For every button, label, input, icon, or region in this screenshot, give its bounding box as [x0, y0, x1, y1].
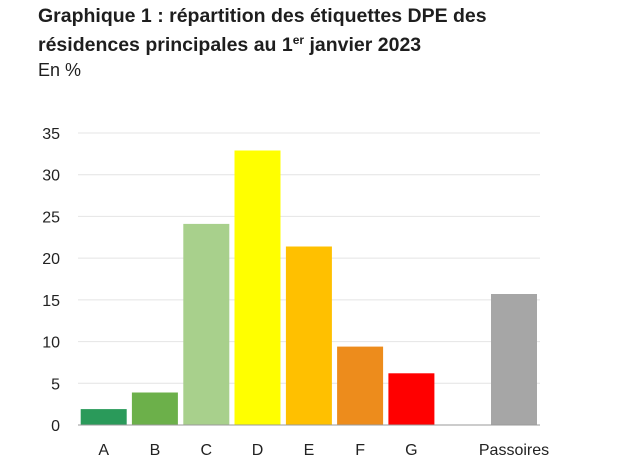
x-tick-label-d: D	[252, 442, 264, 459]
x-tick-label-b: B	[150, 442, 161, 459]
bar-a	[80, 409, 127, 425]
x-tick-label-c: C	[201, 442, 213, 459]
bar-f	[337, 346, 384, 425]
x-tick-label-f: F	[355, 442, 365, 459]
chart-title-line-1: Graphique 1 : répartition des étiquettes…	[38, 5, 487, 27]
chart-title-date: janvier 2023	[304, 34, 422, 56]
chart-title-superscript: er	[292, 33, 305, 47]
bar-b	[131, 392, 178, 425]
bar-g	[388, 373, 435, 425]
x-tick-label-g: G	[405, 442, 417, 459]
y-tick-label-20: 20	[42, 251, 60, 268]
chart-title: Graphique 1 : répartition des étiquettes…	[38, 2, 584, 60]
bar-e	[285, 246, 332, 425]
y-tick-label-35: 35	[42, 126, 60, 143]
bar-passoires	[491, 294, 537, 425]
y-axis-ticks: 0 5 10 15 20 25 30 35	[42, 126, 60, 435]
bars	[80, 150, 537, 425]
y-tick-label-30: 30	[42, 168, 60, 185]
y-tick-label-0: 0	[51, 418, 60, 435]
bar-d	[234, 150, 281, 425]
y-tick-label-10: 10	[42, 335, 60, 352]
x-tick-label-passoires: Passoires	[479, 442, 549, 459]
chart-title-line-2: résidences principales au 1	[38, 34, 293, 56]
x-tick-label-e: E	[304, 442, 315, 459]
y-tick-label-15: 15	[42, 293, 60, 310]
bar-c	[183, 223, 230, 425]
y-tick-label-5: 5	[51, 376, 60, 393]
x-axis-ticks: A B C D E F G Passoires	[98, 442, 549, 459]
x-tick-label-a: A	[98, 442, 109, 459]
unit-label: En %	[38, 60, 82, 80]
y-tick-label-25: 25	[42, 209, 60, 226]
